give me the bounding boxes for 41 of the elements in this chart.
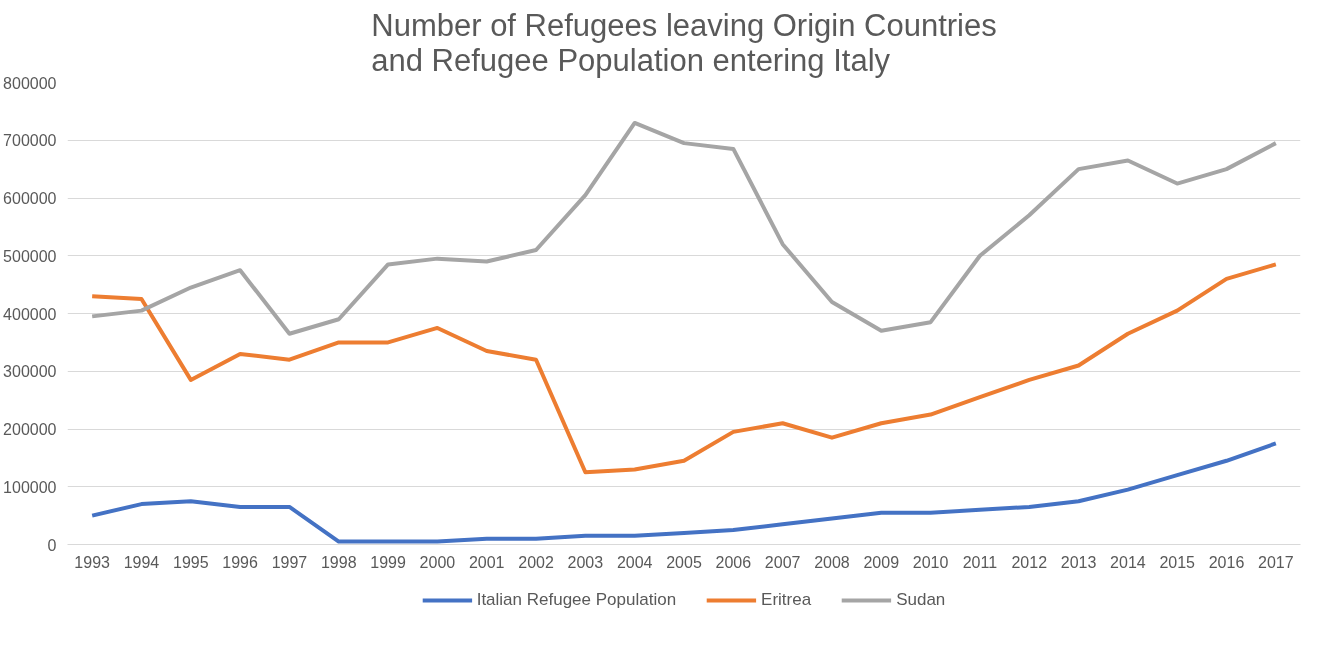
x-tick-label: 2017 (1258, 553, 1294, 571)
y-tick-label: 500000 (3, 247, 57, 265)
y-tick-label: 100000 (3, 478, 57, 496)
x-tick-label: 2006 (715, 553, 752, 571)
y-tick-label: 300000 (3, 363, 57, 381)
x-tick-label: 1995 (173, 553, 209, 571)
legend-label: Italian Refugee Population (476, 590, 677, 610)
x-tick-label: 2016 (1208, 553, 1245, 571)
x-tick-label: 2003 (567, 553, 604, 571)
x-tick-label: 2015 (1159, 553, 1196, 571)
x-tick-label: 1996 (222, 553, 259, 571)
x-tick-label: 2009 (863, 553, 900, 571)
x-tick-label: 2011 (962, 553, 998, 571)
x-tick-label: 2012 (1011, 553, 1048, 571)
x-tick-label: 1999 (370, 553, 406, 571)
x-tick-label: 1993 (74, 553, 111, 571)
x-tick-label: 2001 (468, 553, 505, 571)
x-tick-label: 2008 (814, 553, 850, 571)
x-tick-label: 2014 (1110, 553, 1146, 571)
x-tick-label: 1998 (320, 553, 357, 571)
x-tick-label: 2005 (666, 553, 702, 571)
y-tick-label: 0 (47, 536, 57, 554)
x-tick-label: 2004 (616, 553, 653, 571)
y-tick-label: 600000 (3, 190, 57, 207)
x-tick-label: 2000 (419, 553, 456, 571)
y-tick-label: 400000 (3, 305, 57, 323)
x-tick-label: 1994 (123, 553, 160, 571)
y-tick-label: 200000 (3, 421, 57, 438)
x-tick-label: 2007 (764, 553, 801, 571)
chart-title: Number of Refugees leaving Origin Countries and Refugee Population entering Italy (371, 7, 997, 78)
x-tick-label: 2010 (912, 553, 949, 571)
line-series (90, 120, 1278, 336)
y-tick-label: 800000 (3, 74, 57, 92)
y-tick-label: 700000 (3, 132, 57, 150)
x-tick-label: 2002 (518, 553, 554, 571)
line-series (90, 441, 1278, 544)
x-tick-label: 1997 (271, 553, 308, 571)
line-series (90, 262, 1278, 475)
legend-label: Sudan (896, 590, 946, 610)
x-tick-label: 2013 (1060, 553, 1097, 571)
legend-label: Eritrea (761, 590, 812, 610)
